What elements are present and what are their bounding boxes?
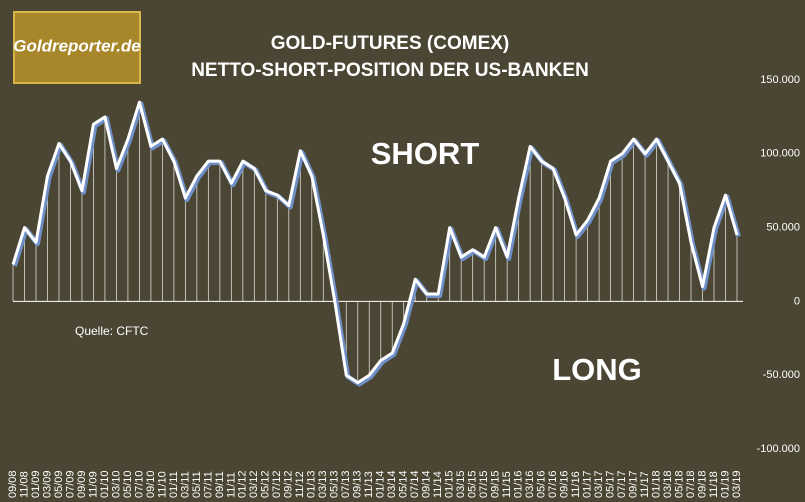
x-tick-label: 09/08 — [7, 470, 19, 498]
x-tick-label: 01/17 — [582, 470, 594, 498]
x-tick-label: 03/17 — [593, 470, 605, 498]
x-tick-label: 01/16 — [513, 470, 525, 498]
x-tick-label: 07/09 — [64, 470, 76, 498]
x-tick-label: 03/16 — [524, 470, 536, 498]
x-tick-label: 11/12 — [294, 471, 306, 498]
x-tick-label: 01/11 — [168, 471, 180, 498]
source: Quelle: CFTC — [75, 324, 149, 338]
x-tick-label: 07/13 — [340, 470, 352, 498]
x-tick-label: 09/16 — [559, 470, 571, 498]
chart-title: GOLD-FUTURES (COMEX) — [271, 33, 510, 54]
y-tick-label: 100.000 — [760, 148, 800, 160]
x-tick-label: 03/09 — [41, 470, 53, 498]
y-tick-label: -100.000 — [757, 443, 800, 455]
x-tick-label: 09/09 — [76, 470, 88, 498]
x-tick-label: 09/12 — [283, 470, 295, 498]
x-tick-label: 03/11 — [179, 471, 191, 498]
x-tick-label: 01/12 — [237, 470, 249, 498]
x-tick-label: 03/10 — [110, 470, 122, 498]
x-tick-label: 09/10 — [145, 470, 157, 498]
x-tick-label: 01/18 — [650, 470, 662, 498]
x-tick-label: 07/10 — [133, 470, 145, 498]
x-tick-label: 09/13 — [352, 470, 364, 498]
x-tick-label: 11/14 — [432, 471, 444, 498]
x-tick-label: 01/13 — [306, 470, 318, 498]
x-tick-label: 11/17 — [639, 471, 651, 498]
x-tick-label: 11/09 — [87, 471, 99, 498]
line — [11, 100, 739, 385]
x-tick-label: 07/17 — [616, 470, 628, 498]
x-tick-label: 11/18 — [708, 471, 720, 498]
x-tick-label: 07/12 — [271, 470, 283, 498]
x-tick-label: 05/11 — [191, 471, 203, 498]
x-tick-label: 05/14 — [398, 470, 410, 498]
x-tick-label: 03/15 — [455, 470, 467, 498]
x-tick-label: 07/11 — [202, 471, 214, 498]
x-tick-label: 01/15 — [444, 470, 456, 498]
x-tick-label: 01/14 — [375, 470, 387, 498]
x-tick-label: 09/15 — [490, 470, 502, 498]
x-tick-label: 11/13 — [363, 471, 375, 498]
chart-subtitle: NETTO-SHORT-POSITION DER US-BANKEN — [191, 60, 589, 81]
line-shadow — [12, 101, 741, 387]
x-tick-label: 11/10 — [156, 471, 168, 498]
x-tick-label: 05/18 — [673, 470, 685, 498]
x-tick-label: 09/18 — [696, 470, 708, 498]
logo-box — [13, 11, 141, 84]
x-tick-label: 07/18 — [685, 470, 697, 498]
x-tick-label: 03/19 — [731, 470, 743, 498]
y-tick-label: -50.000 — [763, 369, 800, 381]
y-tick-label: 50.000 — [766, 222, 800, 234]
x-tick-label: 01/19 — [719, 470, 731, 498]
x-tick-label: 05/15 — [467, 470, 479, 498]
x-tick-label: 09/17 — [627, 470, 639, 498]
x-tick-label: 03/12 — [248, 470, 260, 498]
x-tick-label: 05/09 — [53, 470, 65, 498]
x-tick-label: 03/18 — [662, 470, 674, 498]
y-tick-label: 150.000 — [760, 74, 800, 86]
x-tick-label: 05/12 — [260, 470, 272, 498]
x-tick-label: 01/09 — [30, 470, 42, 498]
x-tick-label: 03/14 — [386, 470, 398, 498]
x-tick-label: 05/16 — [536, 470, 548, 498]
annotation: SHORT — [371, 136, 480, 171]
x-tick-label: 03/13 — [317, 470, 329, 498]
annotation: LONG — [552, 352, 642, 387]
y-tick-label: 0 — [794, 295, 800, 307]
x-tick-label: 05/17 — [604, 470, 616, 498]
x-tick-label: 11/08 — [18, 471, 30, 498]
logo: Goldreporter.de — [13, 36, 141, 55]
x-tick-label: 07/16 — [547, 470, 559, 498]
x-tick-label: 11/15 — [501, 471, 513, 498]
x-tick-label: 11/16 — [570, 471, 582, 498]
x-tick-label: 09/14 — [421, 470, 433, 498]
x-tick-label: 05/10 — [122, 470, 134, 498]
x-tick-label: 01/10 — [99, 470, 111, 498]
x-tick-label: 07/15 — [478, 470, 490, 498]
x-tick-label: 11/11 — [225, 472, 237, 498]
x-tick-label: 09/11 — [214, 471, 226, 498]
x-tick-label: 05/13 — [329, 470, 341, 498]
x-tick-label: 07/14 — [409, 470, 421, 498]
